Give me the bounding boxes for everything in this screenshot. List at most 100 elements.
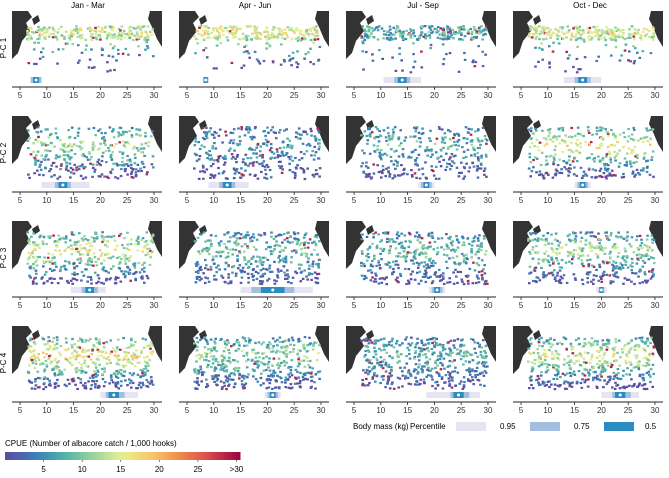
cpue-cell <box>102 266 105 269</box>
cpue-cell <box>128 382 132 385</box>
cpue-cell <box>268 44 272 47</box>
cpue-cell <box>641 265 645 268</box>
cpue-cell <box>548 45 551 48</box>
cpue-cell <box>461 38 465 41</box>
cpue-cell <box>49 277 52 280</box>
cpue-cell <box>545 171 549 174</box>
cpue-cell <box>446 281 449 284</box>
cpue-cell <box>590 249 593 252</box>
cpue-cell <box>551 31 555 34</box>
cpue-cell <box>317 59 320 62</box>
cpue-cell <box>560 126 563 129</box>
cpue-cell <box>220 274 223 277</box>
cpue-cell <box>396 161 399 164</box>
cpue-cell <box>42 351 45 354</box>
cpue-cell <box>545 237 548 241</box>
cpue-cell <box>68 357 72 360</box>
cpue-cell <box>265 26 269 29</box>
cpue-cell <box>472 26 476 29</box>
cpue-cell <box>90 258 94 261</box>
cpue-cell <box>254 356 258 359</box>
cpue-cell <box>76 131 80 134</box>
cpue-cell <box>473 153 477 156</box>
cpue-cell <box>575 149 578 152</box>
cpue-cell <box>636 51 639 54</box>
cpue-cell <box>295 377 298 380</box>
cpue-cell <box>309 386 313 389</box>
cpue-cell <box>529 233 533 236</box>
cpue-cell <box>202 248 206 251</box>
cpue-cell <box>297 348 300 352</box>
cpue-cell <box>627 59 630 62</box>
cpue-cell <box>601 33 604 36</box>
cpue-cell <box>269 129 273 132</box>
cpue-cell <box>409 71 413 74</box>
cpue-cell <box>275 137 278 140</box>
cpue-cell <box>476 157 480 160</box>
cpue-cell <box>113 349 116 352</box>
cpue-cell <box>221 276 225 279</box>
cpue-cell <box>271 364 274 367</box>
cpue-cell <box>637 171 640 175</box>
cpue-cell <box>296 39 300 42</box>
cpue-cell <box>113 354 117 357</box>
cpue-cell <box>217 264 220 267</box>
panel: 5 10 15 20 25 30 <box>179 116 329 205</box>
cpue-cell <box>261 256 265 259</box>
cpue-cell <box>45 242 48 246</box>
cpue-cell <box>305 350 309 353</box>
cpue-cell <box>532 132 535 135</box>
cpue-cell <box>146 369 150 372</box>
cpue-cells <box>527 25 655 74</box>
cpue-cell <box>244 234 248 237</box>
cpue-cell <box>144 38 148 41</box>
cpue-cell <box>144 135 147 138</box>
cpue-cell <box>51 161 55 165</box>
cpue-cell <box>104 270 108 273</box>
cpue-cell <box>111 29 114 32</box>
cpue-cell <box>144 365 148 368</box>
cpue-cell <box>200 380 203 383</box>
cpue-cell <box>391 38 394 41</box>
cpue-cell <box>533 145 536 148</box>
cpue-cell <box>483 264 486 267</box>
cpue-cell <box>578 28 582 32</box>
cpue-cell <box>375 246 379 249</box>
cpue-cell <box>75 368 78 371</box>
cpue-cell <box>403 234 407 237</box>
cpue-cell <box>45 353 48 356</box>
cpue-cell <box>475 250 478 253</box>
cpue-cell <box>218 250 222 253</box>
cpue-cell <box>543 252 546 255</box>
cpue-cell <box>438 33 442 36</box>
cpue-cell <box>449 156 452 159</box>
cpue-cell <box>46 128 49 131</box>
cpue-cell <box>378 264 381 267</box>
cpue-cell <box>117 354 120 357</box>
cpue-cell <box>562 37 565 40</box>
cpue-cell <box>636 30 640 33</box>
x-axis-tick-label: 30 <box>317 196 326 205</box>
cpue-cell <box>43 35 47 38</box>
land-mass-west-island <box>32 330 40 340</box>
cpue-cell <box>137 384 141 387</box>
cpue-cell <box>317 157 321 160</box>
cpue-cell <box>313 135 317 138</box>
cpue-cell <box>452 162 456 165</box>
cpue-cell <box>615 29 619 32</box>
cpue-cell <box>542 234 545 237</box>
cpue-cell <box>209 347 213 351</box>
cpue-cell <box>585 231 589 234</box>
cpue-cell <box>402 37 406 40</box>
cpue-cell <box>223 268 227 271</box>
cpue-cell <box>415 126 419 129</box>
cpue-cell <box>268 149 272 152</box>
cpue-cell <box>363 152 366 155</box>
cpue-cell <box>603 164 607 167</box>
cpue-cell <box>540 48 544 51</box>
cpue-cell <box>228 240 232 243</box>
cpue-cell <box>388 175 391 178</box>
cpue-cell <box>316 34 319 37</box>
cpue-cell <box>588 38 591 41</box>
cpue-cell <box>477 167 480 170</box>
